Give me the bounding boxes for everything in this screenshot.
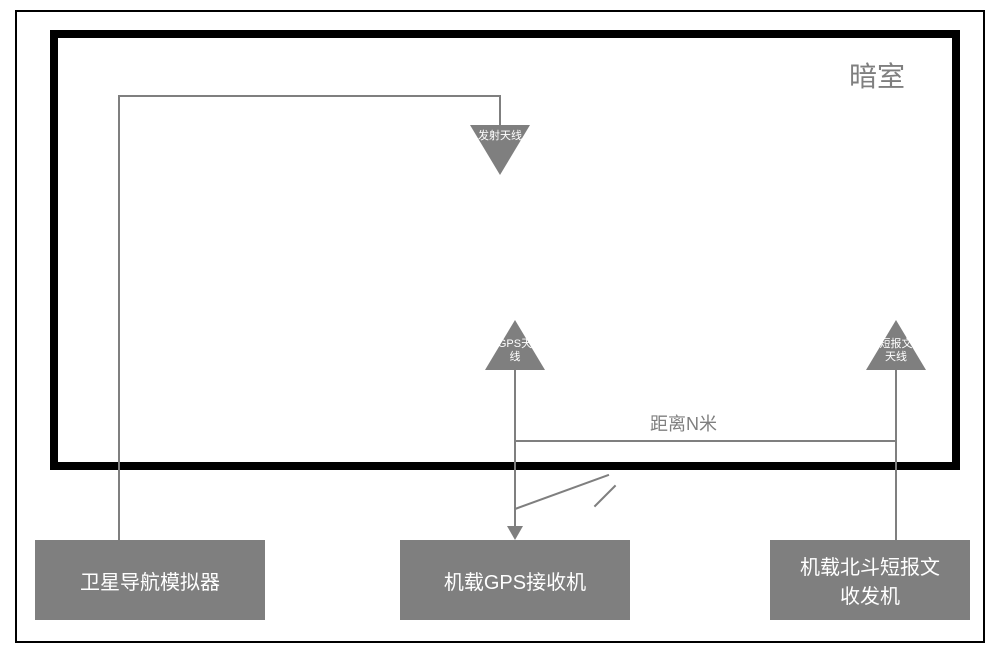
gps-antenna-label: GPS天 线 (490, 338, 540, 364)
beidou-label: 机载北斗短报文 收发机 (800, 551, 940, 609)
distance-line (515, 440, 896, 442)
gps-receiver-box: 机载GPS接收机 (400, 540, 630, 620)
simulator-box: 卫星导航模拟器 (35, 540, 265, 620)
line-gps-down (514, 368, 516, 528)
line-tx-down (499, 95, 501, 127)
msg-antenna-label: 短报文 天线 (871, 338, 921, 364)
simulator-label: 卫星导航模拟器 (80, 566, 220, 595)
line-sim-vertical (118, 95, 120, 540)
tx-antenna-label: 发射天线 (475, 130, 525, 143)
beidou-box: 机载北斗短报文 收发机 (770, 540, 970, 620)
chamber-label: 暗室 (849, 55, 905, 95)
distance-label: 距离N米 (650, 410, 717, 436)
line-sim-horizontal (118, 95, 500, 97)
arrow-gps-icon (507, 526, 523, 540)
gps-receiver-label: 机载GPS接收机 (444, 566, 586, 595)
line-msg-down (895, 368, 897, 540)
